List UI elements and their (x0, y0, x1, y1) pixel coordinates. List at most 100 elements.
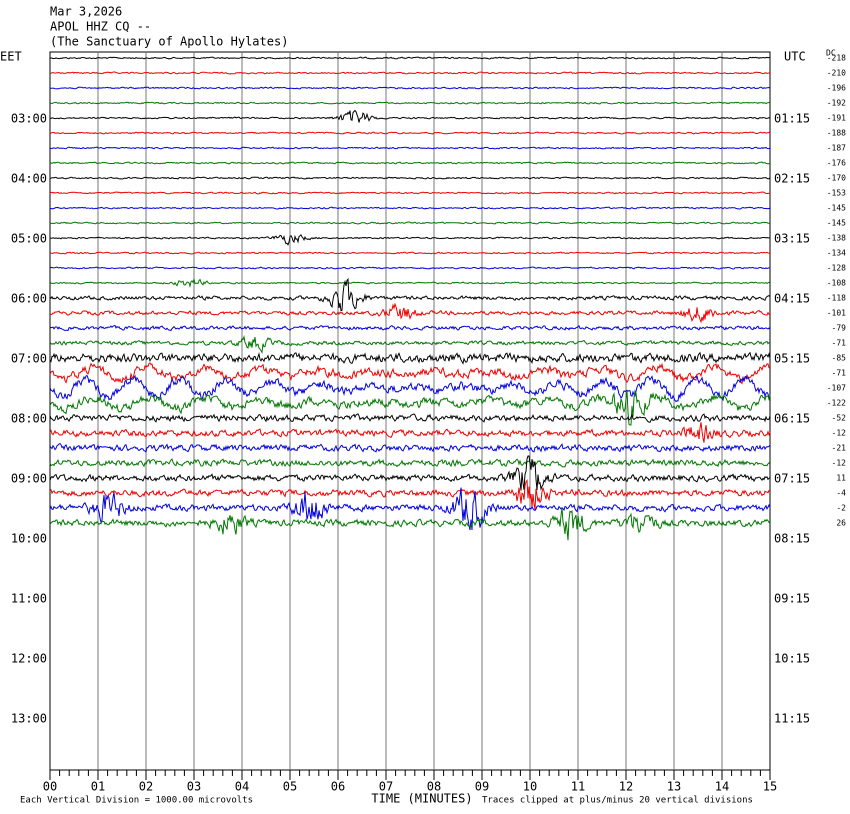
trace (49, 422, 771, 443)
trace (49, 266, 771, 270)
x-tick-label: 05 (283, 780, 297, 794)
trace (50, 71, 771, 75)
x-tick-label: 01 (91, 780, 105, 794)
dc-value: -79 (832, 324, 847, 333)
dc-value: -191 (827, 114, 846, 123)
trace (49, 507, 771, 541)
trace (49, 56, 771, 60)
dc-value: -2 (836, 504, 846, 513)
trace (49, 442, 771, 453)
trace (49, 191, 771, 195)
header-line: (The Sanctuary of Apollo Hylates) (50, 35, 288, 49)
footer-clip: Traces clipped at plus/minus 20 vertical… (482, 796, 753, 806)
right-hour-label: 09:15 (774, 592, 810, 606)
trace (49, 277, 771, 312)
right-hour-label: 01:15 (774, 112, 810, 126)
left-hour-label: 05:00 (11, 232, 47, 246)
left-hour-label: 13:00 (11, 712, 47, 726)
dc-value: -138 (827, 234, 846, 243)
x-tick-label: 08 (427, 780, 441, 794)
trace (49, 351, 771, 365)
right-hour-label: 02:15 (774, 172, 810, 186)
dc-value: -85 (832, 354, 847, 363)
dc-value: -187 (827, 144, 846, 153)
dc-value: -71 (832, 339, 847, 348)
dc-value: -153 (827, 189, 846, 198)
x-tick-label: 11 (571, 780, 585, 794)
dc-value: -52 (832, 414, 847, 423)
x-tick-label: 03 (187, 780, 201, 794)
trace (49, 109, 771, 123)
dc-value: -4 (836, 489, 846, 498)
x-tick-label: 09 (475, 780, 489, 794)
dc-value: -21 (832, 444, 847, 453)
trace (49, 362, 770, 385)
dc-value: -134 (827, 249, 846, 258)
trace (49, 146, 771, 150)
dc-value: -122 (827, 399, 846, 408)
left-hour-label: 03:00 (11, 112, 47, 126)
trace (49, 176, 771, 180)
trace (49, 221, 771, 225)
dc-heading: DC (826, 49, 836, 58)
dc-value: -12 (832, 429, 847, 438)
dc-value: -192 (827, 99, 846, 108)
x-axis-title: TIME (MINUTES) (371, 792, 472, 806)
trace (49, 487, 771, 531)
trace (49, 413, 771, 423)
dc-value: -176 (827, 159, 846, 168)
x-tick-label: 14 (715, 780, 729, 794)
x-tick-label: 02 (139, 780, 153, 794)
trace (49, 86, 771, 90)
trace (49, 234, 771, 246)
trace (49, 389, 771, 426)
dc-value: -170 (827, 174, 846, 183)
right-hour-label: 06:15 (774, 412, 810, 426)
trace (49, 458, 771, 468)
header-line: Mar 3,2026 (50, 5, 122, 19)
trace (49, 131, 771, 135)
trace (49, 206, 771, 210)
trace (49, 478, 771, 510)
x-tick-label: 06 (331, 780, 345, 794)
trace (49, 251, 771, 255)
dc-value: -210 (827, 69, 846, 78)
left-hour-label: 08:00 (11, 412, 47, 426)
plot-frame (49, 51, 771, 771)
x-tick-label: 10 (523, 780, 537, 794)
dc-value: -188 (827, 129, 846, 138)
dc-value: -145 (827, 219, 846, 228)
x-tick-label: 00 (43, 780, 57, 794)
left-hour-label: 09:00 (11, 472, 47, 486)
dc-value: 11 (836, 474, 846, 483)
dc-value: -196 (827, 84, 846, 93)
right-hour-label: 03:15 (774, 232, 810, 246)
left-hour-label: 04:00 (11, 172, 47, 186)
dc-value: -128 (827, 264, 846, 273)
trace (49, 324, 771, 332)
x-tick-label: 12 (619, 780, 633, 794)
dc-value: -71 (832, 369, 847, 378)
x-tick-label: 13 (667, 780, 681, 794)
dc-value: -107 (827, 384, 846, 393)
right-hour-label: 04:15 (774, 292, 810, 306)
right-hour-label: 07:15 (774, 472, 810, 486)
right-hour-label: 08:15 (774, 532, 810, 546)
trace (49, 101, 771, 105)
trace (49, 302, 771, 324)
right-hour-label: 11:15 (774, 712, 810, 726)
x-tick-label: 15 (763, 780, 777, 794)
dc-value: -218 (827, 54, 846, 63)
left-zone: EET (0, 50, 22, 64)
trace (49, 161, 771, 165)
trace (49, 374, 771, 403)
dc-value: -118 (827, 294, 846, 303)
dc-value: -101 (827, 309, 846, 318)
left-hour-label: 06:00 (11, 292, 47, 306)
header-line: APOL HHZ CQ -- (50, 20, 151, 34)
left-hour-label: 07:00 (11, 352, 47, 366)
right-zone: UTC (784, 50, 806, 64)
right-hour-label: 10:15 (774, 652, 810, 666)
